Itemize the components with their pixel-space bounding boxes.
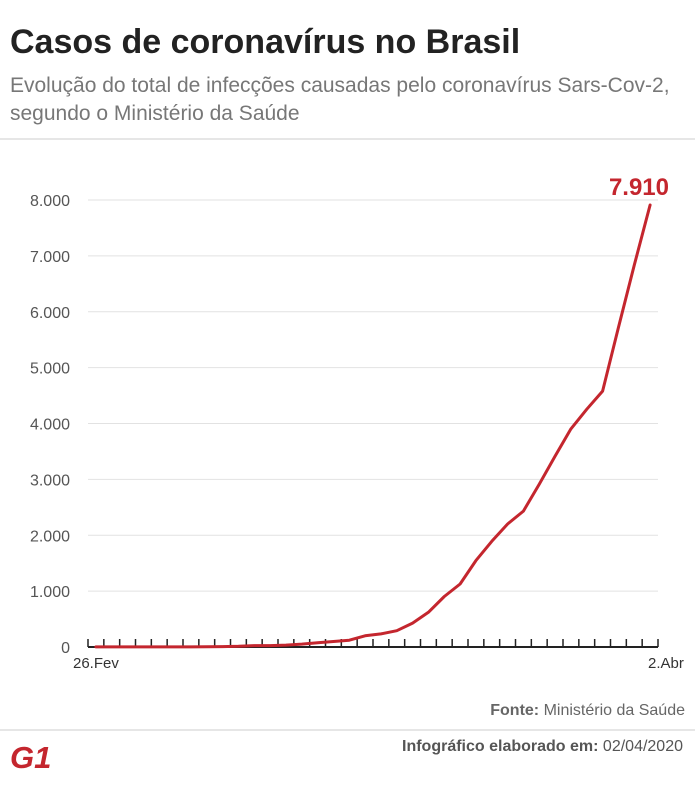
series-group	[94, 203, 652, 649]
y-tick-label: 6.000	[30, 305, 70, 322]
source-label: Fonte:	[490, 702, 540, 719]
y-tick-label: 8.000	[30, 193, 70, 210]
chart-title: Casos de coronavírus no Brasil	[10, 23, 521, 61]
y-tick-label: 5.000	[30, 361, 70, 378]
chart-subtitle: Evolução do total de infecções causadas …	[10, 74, 670, 125]
source-note: Fonte: Ministério da Saúde	[490, 702, 685, 720]
credit-note: Infográfico elaborado em: 02/04/2020	[402, 738, 683, 756]
y-tick-label: 3.000	[30, 472, 70, 489]
footer-divider	[0, 729, 695, 731]
grid-lines	[88, 199, 658, 592]
series-line	[94, 203, 652, 649]
svg-text:G1: G1	[10, 740, 51, 772]
data-label-last-value: 7.910	[609, 174, 669, 201]
source-value: Ministério da Saúde	[543, 702, 685, 719]
x-axis-tick-labels: 26.Fev 2.Abr	[73, 655, 684, 672]
g1-logo: G1	[10, 740, 51, 772]
y-tick-label: 4.000	[30, 417, 70, 434]
x-tick-label: 26.Fev	[73, 655, 119, 672]
annotations: 7.910	[609, 174, 669, 201]
x-tick-label: 2.Abr	[648, 655, 684, 672]
y-tick-label: 7.000	[30, 249, 70, 266]
y-tick-label: 0	[61, 640, 70, 657]
credit-label: Infográfico elaborado em:	[402, 738, 599, 755]
y-tick-label: 2.000	[30, 528, 70, 545]
header-divider	[0, 138, 695, 140]
credit-date: 02/04/2020	[602, 738, 683, 755]
y-tick-label: 1.000	[30, 584, 70, 601]
line-chart: 0 1.000 2.000 3.000 4.000 5.000 6.000 7.000 8.00…	[30, 174, 684, 672]
y-axis-tick-labels: 0 1.000 2.000 3.000 4.000 5.000 6.000 7.000 8.00…	[30, 193, 70, 657]
